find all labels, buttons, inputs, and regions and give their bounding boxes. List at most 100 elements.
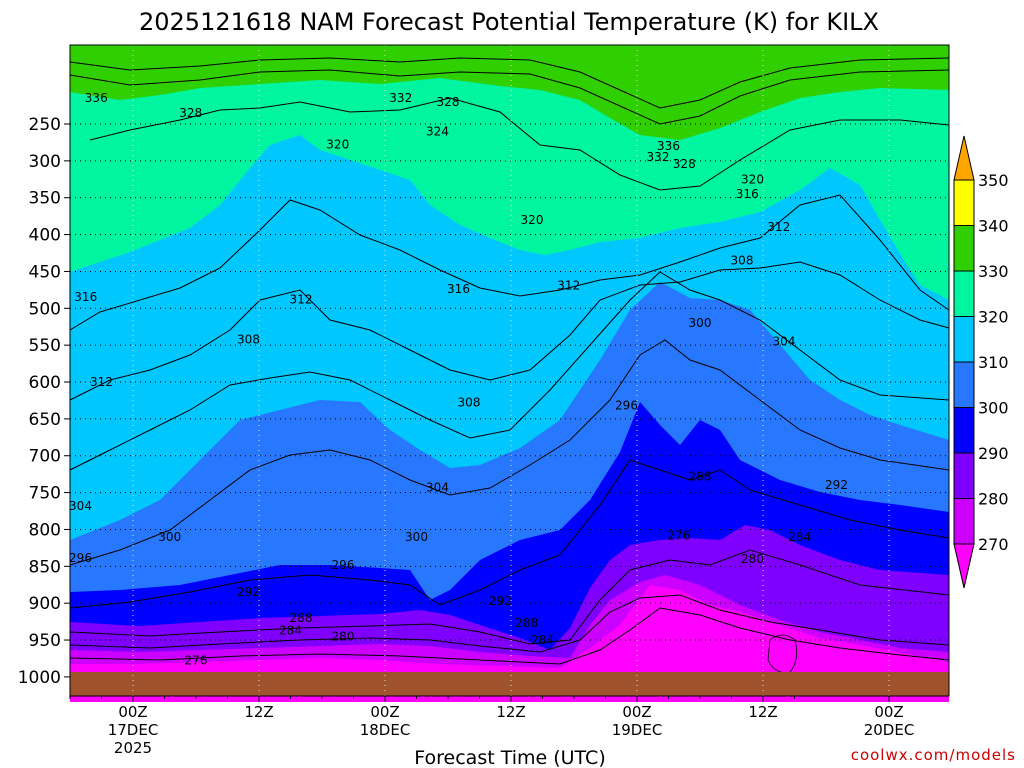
contour-label: 312 <box>767 220 790 234</box>
contour-line <box>69 194 950 331</box>
contour-label: 336 <box>85 91 108 105</box>
contour-line <box>69 339 950 566</box>
colorbar-label: 340 <box>978 217 1009 236</box>
layer-core <box>767 634 798 673</box>
x-tick-label: 19DEC <box>612 721 663 739</box>
contour-line <box>69 57 950 109</box>
contour-label: 296 <box>615 399 638 413</box>
contour-label: 292 <box>825 478 848 492</box>
y-tick-label: 550 <box>29 336 61 356</box>
contour-label: 300 <box>689 316 712 330</box>
colorbar-label: 300 <box>978 399 1009 418</box>
contour-label: 328 <box>437 95 460 109</box>
contour-label: 284 <box>531 633 554 647</box>
y-tick-label: 900 <box>29 594 61 614</box>
contour-label: 332 <box>647 150 670 164</box>
contour-label: 336 <box>657 139 680 153</box>
x-tick-label: 12Z <box>244 703 273 721</box>
x-tick-label: 17DEC <box>108 721 159 739</box>
contour-line <box>69 459 950 609</box>
plot-frame <box>69 44 950 697</box>
y-tick-label: 700 <box>29 447 61 467</box>
y-tick-label: 300 <box>29 152 61 172</box>
colorbar-swatch <box>953 452 975 499</box>
contour-label: 316 <box>447 282 470 296</box>
x-tick-label: 00Z <box>622 703 651 721</box>
contour-label: 280 <box>332 629 355 643</box>
x-tick-label: 20DEC <box>864 721 915 739</box>
contour-label: 284 <box>279 623 302 637</box>
colorbar-swatch <box>953 225 975 272</box>
y-tick-label: 600 <box>29 373 61 393</box>
contour-label: 320 <box>326 138 349 152</box>
contour-label: 292 <box>489 594 512 608</box>
contour-label: 316 <box>736 187 759 201</box>
contour-label: 304 <box>426 480 449 494</box>
colorbar-top-arrow <box>953 135 975 181</box>
y-tick-label: 750 <box>29 484 61 504</box>
contour-label: 304 <box>69 499 92 513</box>
x-tick-label: 18DEC <box>360 721 411 739</box>
y-axis: 250 300 350 400 450 500 550 600 650 700 750 800 850 9… <box>18 115 70 688</box>
contour-line <box>69 69 950 125</box>
colorbar-swatch <box>953 407 975 454</box>
colorbar: 270 280 290 300 310 320 330 340 350 <box>953 135 1009 589</box>
contour-label: 296 <box>332 558 355 572</box>
contour-label: 312 <box>90 375 113 389</box>
y-tick-label: 950 <box>29 631 61 651</box>
colorbar-label: 310 <box>978 353 1009 372</box>
x-tick-label: 00Z <box>370 703 399 721</box>
contour-label: 276 <box>668 528 691 542</box>
contour-label: 320 <box>521 213 544 227</box>
contour-label: 288 <box>515 616 538 630</box>
y-tick-label: 1000 <box>18 668 61 688</box>
contour-label: 300 <box>405 530 428 544</box>
contour-label: 308 <box>458 396 481 410</box>
colorbar-label: 280 <box>978 490 1009 509</box>
credit-text: coolwx.com/models <box>851 746 1016 764</box>
chart-title: 2025121618 NAM Forecast Potential Temper… <box>139 8 879 36</box>
y-tick-label: 450 <box>29 262 61 282</box>
x-axis-label: Forecast Time (UTC) <box>414 747 605 768</box>
contour-label: 312 <box>290 292 313 306</box>
colorbar-swatch <box>953 498 975 545</box>
colorbar-swatch <box>953 179 975 226</box>
contour-label: 304 <box>773 334 796 348</box>
contour-label: 324 <box>426 124 449 138</box>
contour-label: 332 <box>389 91 412 105</box>
colorbar-label: 290 <box>978 444 1009 463</box>
y-tick-label: 850 <box>29 557 61 577</box>
contour-label: 296 <box>69 551 92 565</box>
x-tick-label: 12Z <box>496 703 525 721</box>
contour-label: 328 <box>179 106 202 120</box>
contour-label: 280 <box>741 552 764 566</box>
ground <box>70 672 949 696</box>
y-tick-label: 250 <box>29 115 61 135</box>
contour-label: 288 <box>290 611 313 625</box>
colorbar-swatch <box>953 361 975 408</box>
x-tick-label: 12Z <box>748 703 777 721</box>
contour-label: 308 <box>731 253 754 267</box>
x-tick-label: 00Z <box>118 703 147 721</box>
y-tick-label: 800 <box>29 520 61 540</box>
y-tick-label: 400 <box>29 226 61 246</box>
x-tick-label: 2025 <box>114 739 152 757</box>
contour-label: 300 <box>158 530 181 544</box>
colorbar-label: 320 <box>978 308 1009 327</box>
colorbar-swatch <box>953 316 975 363</box>
colorbar-swatch <box>953 270 975 317</box>
y-tick-label: 650 <box>29 410 61 430</box>
colorbar-bottom-arrow <box>953 543 975 589</box>
contour-label: 312 <box>557 278 580 292</box>
y-tick-label: 500 <box>29 299 61 319</box>
colorbar-label: 270 <box>978 535 1009 554</box>
contour-label: 284 <box>788 530 811 544</box>
colorbar-label: 330 <box>978 262 1009 281</box>
contour-label: 276 <box>185 654 208 668</box>
contour-line <box>69 271 950 471</box>
contour-line <box>69 261 950 401</box>
